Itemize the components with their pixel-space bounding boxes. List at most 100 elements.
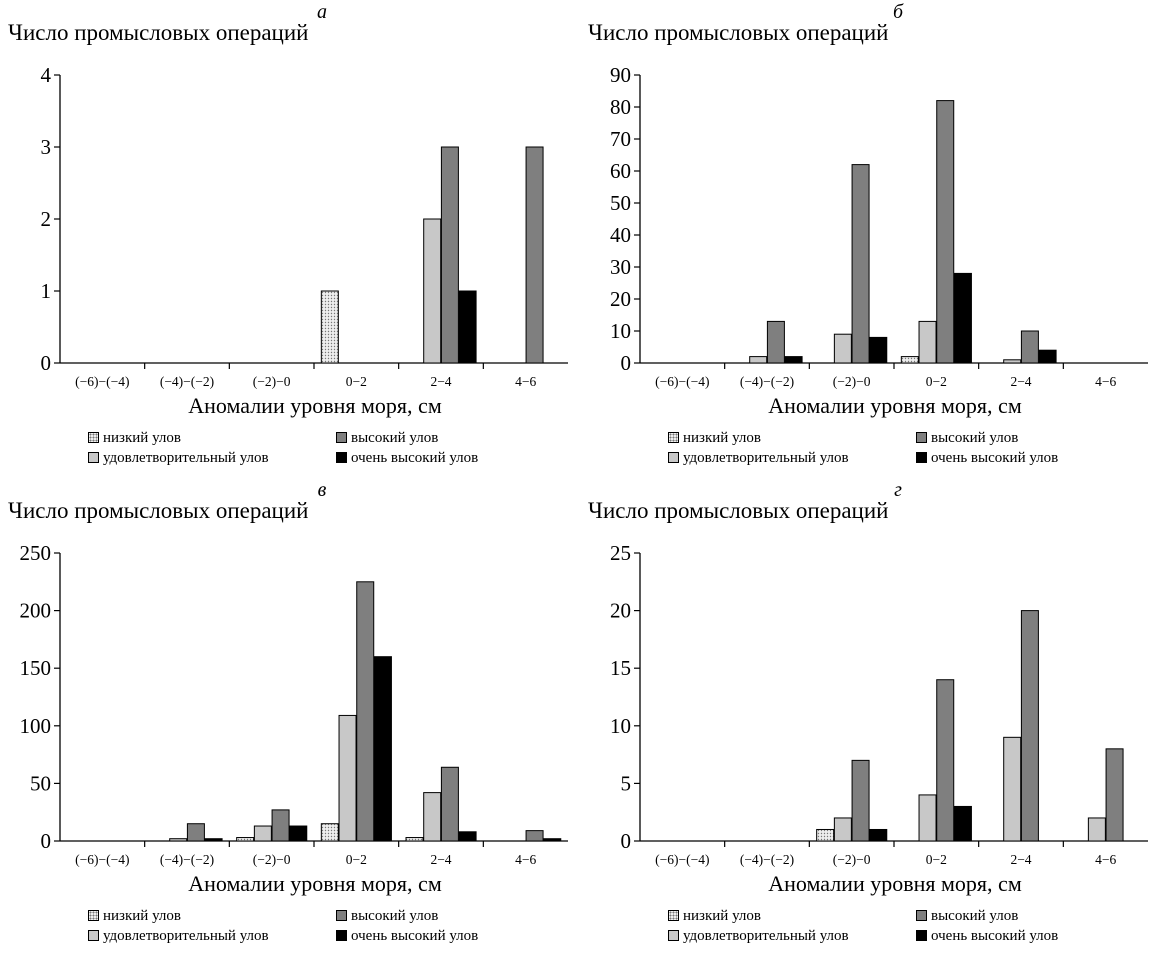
legend-item-very-high: очень высокий улов (336, 926, 478, 946)
x-tick-label: 2−4 (430, 852, 451, 867)
y-tick-label: 2 (41, 207, 52, 231)
bar-high (440, 146, 459, 364)
bar-very-high (784, 356, 803, 364)
x-tick-label: (−2)−0 (253, 852, 291, 867)
legend-label: удовлетворительный улов (683, 928, 849, 944)
bar-very-high (869, 828, 888, 842)
legend-item-high: высокий улов (336, 906, 438, 926)
y-tick-label: 50 (610, 191, 631, 215)
panel-letter: в (317, 479, 327, 501)
bar-high (271, 809, 290, 842)
bar-chart-plot: 0 10 20 30 40 50 60 70 80 90 (−6)−(−4) (−4)−(−2) (−2… (610, 63, 1148, 389)
y-tick-label: 0 (621, 351, 632, 375)
legend-item-low: низкий улов (668, 428, 761, 448)
dotted-swatch-icon (668, 910, 679, 921)
bar-satisfactory (338, 714, 357, 842)
legend-label: низкий улов (103, 908, 181, 924)
x-axis-label: Аномалии уровня моря, см (188, 871, 442, 896)
legend-item-very-high: очень высокий улов (916, 448, 1058, 468)
x-axis-label: Аномалии уровня моря, см (188, 393, 442, 418)
legend-item-satisfactory: удовлетворительный улов (88, 448, 269, 468)
bar-very-high (289, 825, 308, 842)
legend-item-satisfactory: удовлетворительный улов (668, 926, 849, 946)
legend-item-high: высокий улов (916, 906, 1018, 926)
legend-item-high: высокий улов (916, 428, 1018, 448)
bar-chart-plot: 0 1 2 3 4 (−6)−(−4) (−4)−(−2) (−2)−0 0−2 2−4 4−6 (41, 63, 568, 389)
y-tick-label: 20 (610, 287, 631, 311)
dotted-swatch-icon (88, 910, 99, 921)
x-tick-label: (−6)−(−4) (655, 374, 709, 389)
bar-satisfactory (253, 825, 272, 842)
bar-very-high (869, 336, 888, 364)
y-tick-label: 50 (30, 771, 51, 795)
y-tick-label: 0 (41, 351, 52, 375)
bar-very-high (953, 805, 972, 842)
dotted-swatch-icon (668, 432, 679, 443)
legend-label: очень высокий улов (931, 450, 1059, 466)
dotted-swatch-icon (88, 432, 99, 443)
x-tick-label: (−4)−(−2) (740, 374, 794, 389)
x-tick-label: 0−2 (926, 374, 947, 389)
x-tick-label: (−6)−(−4) (655, 852, 709, 867)
chart-panel-c: в Число промысловых операций 0 50 100 150 20… (0, 478, 580, 956)
bar-low (405, 837, 424, 842)
panel-letter: г (894, 479, 902, 501)
x-tick-label: 0−2 (926, 852, 947, 867)
y-tick-label: 5 (621, 771, 632, 795)
x-tick-label: (−4)−(−2) (160, 852, 214, 867)
bar-satisfactory (1087, 817, 1106, 842)
legend-label: удовлетворительный улов (103, 928, 269, 944)
y-tick-label: 90 (610, 63, 631, 87)
legend-label: высокий улов (351, 908, 439, 924)
y-tick-label: 200 (20, 599, 52, 623)
legend-item-very-high: очень высокий улов (916, 926, 1058, 946)
legend-label: высокий улов (351, 430, 439, 446)
bar-high (851, 164, 870, 364)
bar-low (900, 356, 919, 364)
panel-letter: а (317, 1, 327, 23)
y-tick-label: 10 (610, 714, 631, 738)
bar-very-high (458, 831, 477, 842)
y-tick-label: 30 (610, 255, 631, 279)
y-tick-label: 40 (610, 223, 631, 247)
bar-high (356, 581, 375, 842)
y-tick-label: 25 (610, 541, 631, 565)
x-tick-label: (−2)−0 (833, 374, 871, 389)
light-gray-swatch-icon (88, 930, 99, 941)
gray-swatch-icon (336, 432, 347, 443)
legend-item-high: высокий улов (336, 428, 438, 448)
bar-high (525, 146, 544, 364)
x-tick-label: 2−4 (1010, 852, 1031, 867)
x-tick-label: (−6)−(−4) (75, 852, 129, 867)
gray-swatch-icon (336, 910, 347, 921)
light-gray-swatch-icon (668, 930, 679, 941)
y-tick-label: 70 (610, 127, 631, 151)
legend-label: низкий улов (683, 430, 761, 446)
x-tick-label: 0−2 (346, 374, 367, 389)
y-tick-label: 60 (610, 159, 631, 183)
gray-swatch-icon (916, 910, 927, 921)
bar-high (525, 830, 544, 842)
panel-letter: б (892, 1, 904, 23)
light-gray-swatch-icon (88, 452, 99, 463)
y-tick-label: 0 (41, 829, 52, 853)
legend-item-very-high: очень высокий улов (336, 448, 478, 468)
x-tick-label: (−6)−(−4) (75, 374, 129, 389)
y-axis-label: Число промысловых операций (588, 498, 889, 523)
x-tick-label: 4−6 (1095, 852, 1116, 867)
chart-panel-a: а Число промысловых операций 0 1 2 3 4 (−6)−(… (0, 0, 580, 478)
bar-high (440, 766, 459, 842)
y-tick-label: 80 (610, 95, 631, 119)
light-gray-swatch-icon (668, 452, 679, 463)
legend-item-low: низкий улов (88, 428, 181, 448)
bar-very-high (458, 290, 477, 364)
bar-chart-plot: 0 50 100 150 200 250 (−6)−(−4) (−4)−(−2) (−2)−0 0… (20, 541, 568, 867)
bar-very-high (1038, 349, 1057, 364)
y-tick-label: 100 (20, 714, 52, 738)
bar-satisfactory (749, 356, 768, 364)
bar-satisfactory (423, 218, 442, 364)
bar-high (1020, 330, 1039, 364)
x-tick-label: (−2)−0 (833, 852, 871, 867)
y-tick-label: 1 (41, 279, 52, 303)
bar-very-high (953, 272, 972, 364)
